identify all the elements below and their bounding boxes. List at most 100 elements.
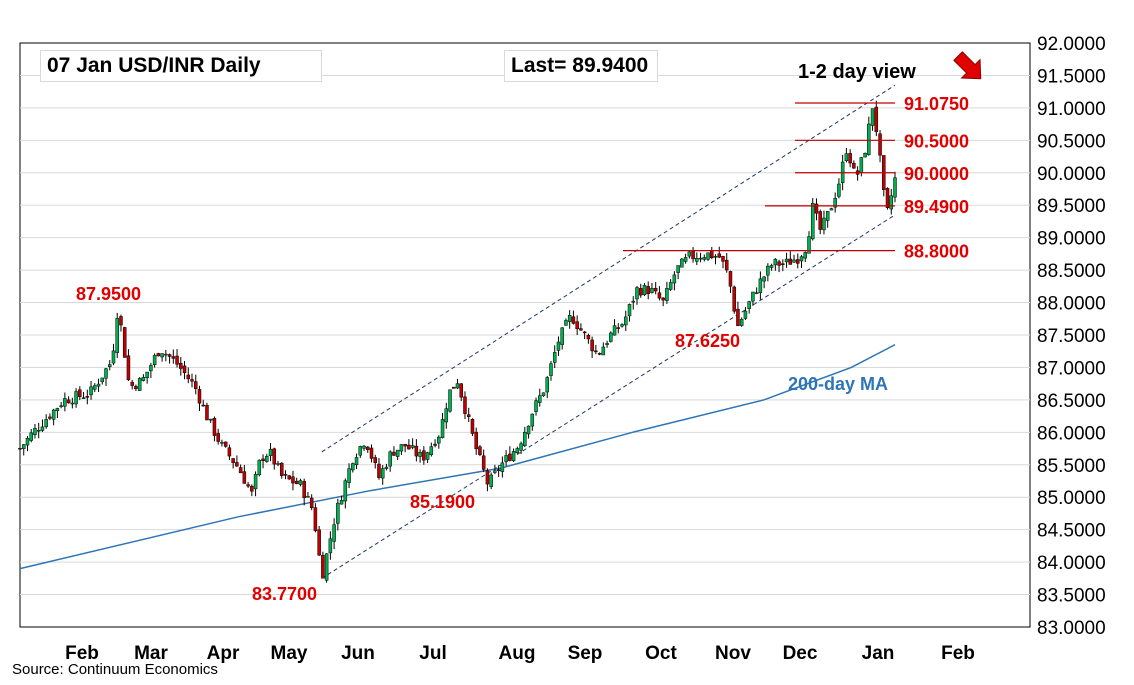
ma-200-line xyxy=(19,344,896,570)
x-tick-label: Nov xyxy=(715,643,751,664)
candle-body xyxy=(429,446,434,455)
candle-body xyxy=(48,416,52,419)
candle-body xyxy=(104,368,108,379)
candle-body xyxy=(40,426,45,431)
y-tick-label: 90.5000 xyxy=(1037,131,1106,152)
candle-body xyxy=(863,153,867,158)
y-tick-label: 88.0000 xyxy=(1037,294,1106,315)
candle-body xyxy=(582,331,587,334)
chart-title-box: 07 Jan USD/INR Daily xyxy=(40,50,322,82)
candle-body xyxy=(538,395,542,403)
channel-upper-line xyxy=(321,84,896,453)
candle-body xyxy=(534,400,538,412)
candle-body xyxy=(55,408,60,412)
candle-body xyxy=(784,258,789,263)
candle-body xyxy=(627,304,632,317)
candle-body xyxy=(721,256,725,262)
candle-body xyxy=(878,133,882,156)
candle-body xyxy=(470,419,475,434)
candle-body xyxy=(179,362,183,369)
candle-body xyxy=(837,183,841,197)
candle-body xyxy=(481,455,486,470)
candle-body xyxy=(455,383,460,389)
annotation-label: 87.6250 xyxy=(675,331,740,351)
level-label: 90.5000 xyxy=(904,131,969,151)
candle-body xyxy=(508,453,512,461)
candle-body xyxy=(137,378,142,391)
y-tick-label: 89.0000 xyxy=(1037,229,1106,250)
chart-title: 07 Jan USD/INR Daily xyxy=(47,54,261,77)
candle-body xyxy=(59,405,63,407)
candle-body xyxy=(96,383,101,387)
candle-body xyxy=(822,217,826,231)
candle-body xyxy=(743,310,748,319)
candle-body xyxy=(799,256,804,262)
candle-body xyxy=(620,324,624,327)
x-tick-label: Feb xyxy=(65,643,99,664)
candle-body xyxy=(422,450,426,461)
x-tick-label: Apr xyxy=(207,643,240,664)
y-tick-label: 83.0000 xyxy=(1037,618,1106,639)
candle-body xyxy=(530,413,535,427)
x-tick-label: May xyxy=(271,643,308,664)
candle-body xyxy=(541,392,546,397)
candle-body xyxy=(452,386,456,389)
candle-body xyxy=(713,256,718,258)
candle-body xyxy=(747,301,751,309)
candle-body xyxy=(156,353,161,357)
candle-body xyxy=(44,419,48,427)
candle-body xyxy=(732,286,736,312)
y-tick-label: 86.0000 xyxy=(1037,423,1106,444)
candle-body xyxy=(399,444,404,452)
candle-body xyxy=(526,425,531,435)
candle-body xyxy=(392,451,396,456)
y-tick-label: 87.0000 xyxy=(1037,358,1106,379)
candle-body xyxy=(852,162,856,169)
annotation-label: 87.9500 xyxy=(76,284,141,304)
candle-body xyxy=(597,353,602,355)
candle-body xyxy=(668,282,673,290)
candle-body xyxy=(369,447,374,459)
candle-body xyxy=(736,308,740,327)
candle-body xyxy=(238,467,243,474)
candle-body xyxy=(803,252,808,259)
candle-body xyxy=(810,203,815,240)
candle-body xyxy=(197,389,202,404)
candle-body xyxy=(21,444,26,449)
y-tick-label: 84.5000 xyxy=(1037,521,1106,542)
candle-body xyxy=(867,123,871,155)
candle-body xyxy=(549,363,553,376)
candle-body xyxy=(66,399,71,404)
candle-body xyxy=(302,481,306,499)
candle-body xyxy=(403,443,407,447)
candle-body xyxy=(485,470,490,485)
candle-body xyxy=(111,350,116,364)
candle-body xyxy=(25,438,30,446)
candle-body xyxy=(134,386,138,390)
x-tick-label: Jul xyxy=(419,643,446,664)
candle-body xyxy=(766,265,770,276)
x-tick-label: Sep xyxy=(568,643,603,664)
candle-body xyxy=(373,457,377,464)
candle-body xyxy=(63,398,67,407)
candle-body xyxy=(564,320,568,326)
candle-body xyxy=(313,507,318,531)
candle-body xyxy=(306,495,310,498)
candle-body xyxy=(122,327,127,358)
candle-body xyxy=(560,327,564,345)
candle-body xyxy=(362,445,366,449)
candle-body xyxy=(638,288,643,296)
candle-body xyxy=(594,350,598,353)
candle-body xyxy=(437,436,441,444)
candle-body xyxy=(208,418,213,421)
candle-body xyxy=(317,529,321,556)
candle-body xyxy=(624,316,628,326)
candle-body xyxy=(777,261,781,266)
candle-body xyxy=(444,408,449,423)
candle-body xyxy=(74,391,78,405)
candle-body xyxy=(661,297,665,301)
candle-body xyxy=(728,271,733,287)
candle-body xyxy=(246,484,250,487)
candle-body xyxy=(324,553,329,581)
